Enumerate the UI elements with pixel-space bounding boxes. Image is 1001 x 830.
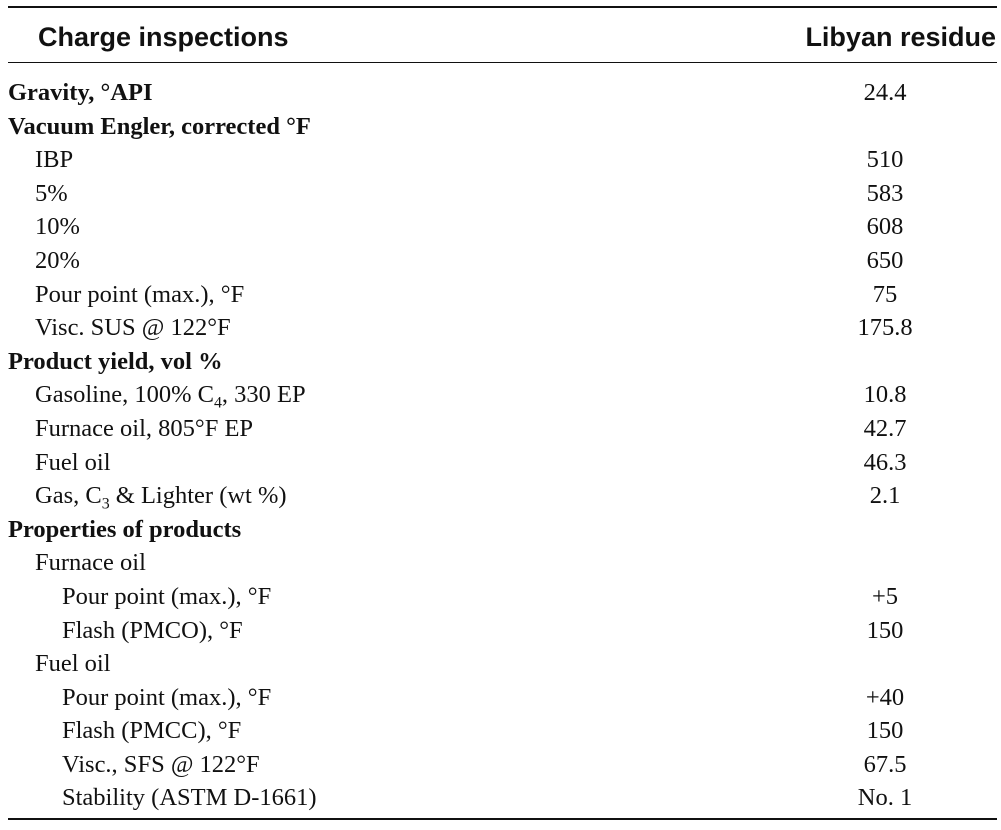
row-label-text: & Lighter (wt %) [109,482,287,510]
row-value: 175.8 [857,314,913,342]
table-body: Gravity, °API 24.4 Vacuum Engler, correc… [0,76,1001,815]
row-label: Product yield, vol % [8,347,223,375]
row-value: 10.8 [863,381,907,409]
row-label: Gravity, °API [8,79,153,106]
column-header-libyan-residue: Libyan residue [805,22,996,52]
row-value: 46.3 [863,448,907,476]
row-label: Furnace oil [35,549,146,577]
row-value: 608 [866,213,904,241]
row-value: +5 [871,582,899,610]
row-value: 42.7 [863,414,907,442]
row-label-text: Gasoline, 100% C [35,381,214,409]
row-label: Pour point (max.), °F [62,582,272,610]
row-label: 5% [35,179,68,207]
row-value: 67.5 [863,750,907,778]
table-row: Gasoline, 100% C4, 330 EP 10.8 [0,378,1001,412]
table-row: Gas, C3 & Lighter (wt %) 2.1 [0,479,1001,513]
row-label: Flash (PMCC), °F [62,717,242,745]
row-label-text: Gas, C [35,482,102,510]
table-row: Stability (ASTM D-1661) No. 1 [0,781,1001,815]
table-top-rule [8,6,997,8]
table-row: 10% 608 [0,210,1001,244]
table-row: Flash (PMCO), °F 150 [0,614,1001,648]
row-label: Gasoline, 100% C4, 330 EP [35,378,306,412]
table-row: Product yield, vol % [0,345,1001,379]
row-label: IBP [35,146,74,174]
table-row: Flash (PMCC), °F 150 [0,714,1001,748]
row-label: Properties of products [8,515,242,543]
table-row: Gravity, °API 24.4 [0,76,1001,110]
row-label-subscript: 4 [213,394,222,412]
table-row: Vacuum Engler, corrected °F [0,110,1001,144]
row-value: 75 [872,280,898,308]
row-value: 510 [866,146,904,174]
table-row: Furnace oil [0,546,1001,580]
row-value: +40 [865,683,905,711]
table-row: Furnace oil, 805°F EP 42.7 [0,412,1001,446]
row-value: 650 [866,246,904,274]
row-label: Fuel oil [35,448,111,476]
table-row: 5% 583 [0,177,1001,211]
row-value: 24.4 [863,79,907,106]
table-row: Fuel oil 46.3 [0,446,1001,480]
row-value: 150 [866,616,904,644]
table-row: Fuel oil [0,647,1001,681]
header-rule [8,62,997,63]
row-label: Fuel oil [35,650,111,678]
table-row: Properties of products [0,513,1001,547]
row-label: 10% [35,213,80,241]
table-row: Pour point (max.), °F 75 [0,278,1001,312]
row-value: 150 [866,717,904,745]
row-label: Pour point (max.), °F [35,280,245,308]
column-header-charge-inspections: Charge inspections [38,22,289,52]
row-label: Visc., SFS @ 122°F [62,750,260,778]
row-label: Stability (ASTM D-1661) [62,784,317,812]
table-bottom-rule [8,818,997,820]
table-row: 20% 650 [0,244,1001,278]
row-value: No. 1 [857,784,913,812]
row-label: Flash (PMCO), °F [62,616,243,644]
table-row: Visc., SFS @ 122°F 67.5 [0,748,1001,782]
table-row: IBP 510 [0,143,1001,177]
row-value: 2.1 [869,482,901,510]
row-value: 583 [866,179,904,207]
row-label: Furnace oil, 805°F EP [35,414,254,442]
row-label: Pour point (max.), °F [62,683,272,711]
row-label-subscript: 3 [101,495,110,513]
row-label: 20% [35,246,80,274]
row-label-text: , 330 EP [221,381,306,409]
table-row: Visc. SUS @ 122°F 175.8 [0,311,1001,345]
row-label: Gas, C3 & Lighter (wt %) [35,479,287,513]
table-row: Pour point (max.), °F +40 [0,681,1001,715]
table-row: Pour point (max.), °F +5 [0,580,1001,614]
row-label: Vacuum Engler, corrected °F [8,112,311,140]
row-label: Visc. SUS @ 122°F [35,314,231,342]
